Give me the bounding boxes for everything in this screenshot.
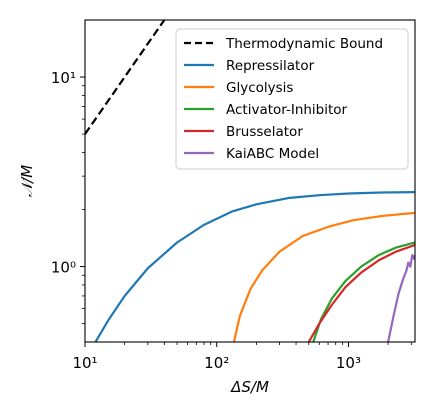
series-line-0	[85, 20, 166, 135]
x-tick-label: 10¹	[72, 354, 97, 372]
ticks-layer: 10¹ 10² 10³ 10⁰ 10¹	[51, 69, 412, 372]
legend-label: Repressilator	[226, 58, 315, 74]
legend-box	[175, 28, 409, 170]
legend-label: Brusselator	[226, 124, 303, 140]
series-line-1	[94, 191, 415, 342]
legend-label: KaiABC Model	[226, 146, 319, 162]
y-tick-label: 10¹	[51, 69, 76, 87]
series-line-4	[307, 243, 415, 342]
series-layer	[85, 20, 415, 342]
series-line-2	[232, 211, 415, 342]
legend-label: Glycolysis	[226, 80, 293, 96]
y-axis-label: 𝒩/M	[18, 165, 36, 197]
legend-label: Thermodynamic Bound	[225, 36, 383, 52]
x-tick-label: 10³	[336, 354, 361, 372]
x-tick-label: 10²	[204, 354, 229, 372]
legend-label: Activator-Inhibitor	[226, 102, 348, 118]
series-line-5	[387, 253, 415, 342]
y-tick-label: 10⁰	[51, 259, 76, 277]
legend: Thermodynamic Bound Repressilator Glycolys…	[175, 28, 409, 170]
series-line-3	[312, 241, 415, 342]
plot-frame	[84, 19, 416, 343]
x-axis-label: ΔS/M	[230, 378, 269, 396]
